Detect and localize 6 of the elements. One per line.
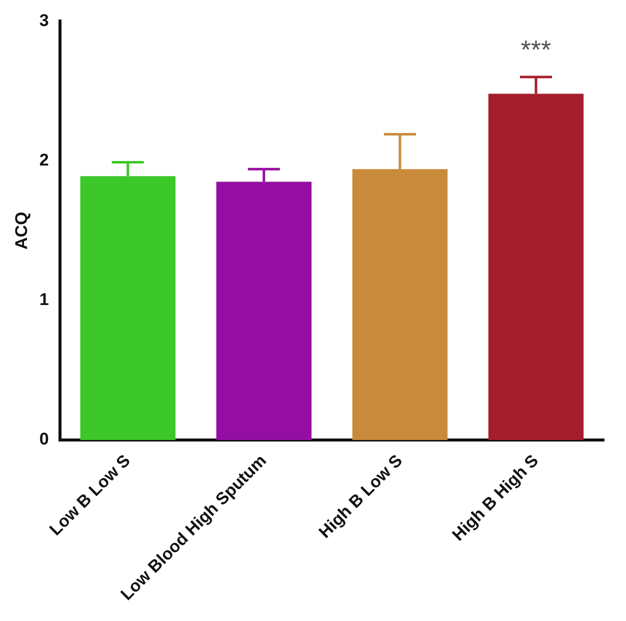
- y-tick-label: 3: [39, 10, 49, 30]
- y-tick-label: 0: [39, 430, 49, 449]
- y-axis-title: ACQ: [12, 212, 31, 250]
- y-tick-label: 1: [39, 290, 49, 310]
- y-tick-label: 2: [39, 150, 49, 170]
- annotation: ***: [520, 34, 552, 64]
